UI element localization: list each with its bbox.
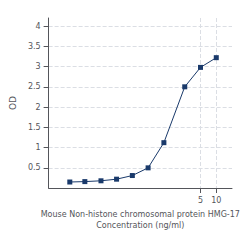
svg-text:2.5: 2.5	[28, 82, 41, 91]
svg-text:3: 3	[36, 62, 41, 71]
svg-text:Concentration (ng/ml): Concentration (ng/ml)	[96, 221, 184, 230]
svg-text:0.5: 0.5	[28, 163, 41, 172]
svg-text:Mouse Non-histone chromosomal: Mouse Non-histone chromosomal protein HM…	[41, 210, 240, 219]
svg-text:4: 4	[36, 22, 41, 31]
svg-text:1.5: 1.5	[28, 123, 41, 132]
svg-text:1: 1	[36, 143, 41, 152]
svg-text:10: 10	[211, 196, 221, 205]
svg-text:5: 5	[198, 196, 203, 205]
svg-text:3.5: 3.5	[28, 42, 41, 51]
svg-text:OD: OD	[8, 96, 18, 110]
svg-text:2: 2	[36, 103, 41, 112]
